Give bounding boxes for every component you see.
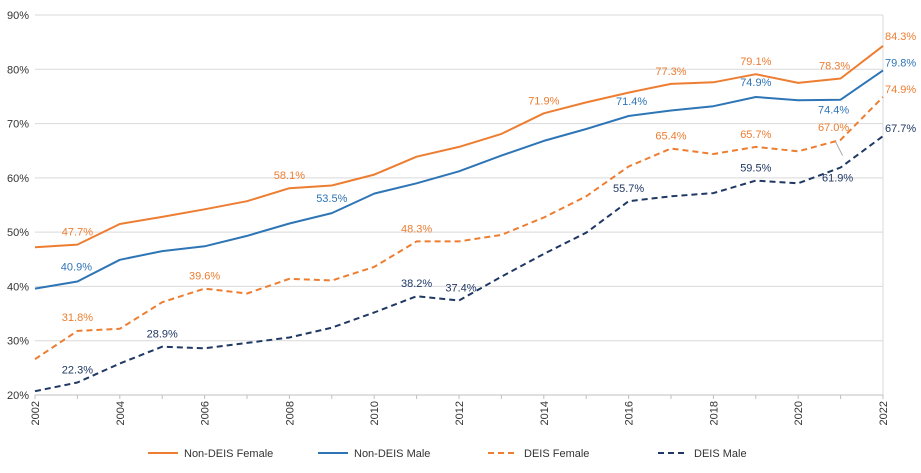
- data-label: 53.5%: [316, 193, 347, 205]
- x-tick-label: 2014: [539, 401, 551, 425]
- data-label: 61.9%: [822, 173, 853, 185]
- legend-label: DEIS Female: [524, 448, 589, 460]
- legend: Non-DEIS Female Non-DEIS Male DEIS Female D…: [148, 448, 747, 460]
- y-tick-label: 30%: [7, 336, 29, 348]
- data-label: 79.1%: [740, 56, 771, 68]
- data-label: 84.3%: [885, 31, 916, 43]
- data-label: 39.6%: [189, 271, 220, 283]
- data-label: 65.7%: [740, 129, 771, 141]
- series-line-non-deis-male: [34, 69, 884, 290]
- data-label: 31.8%: [62, 312, 93, 324]
- data-label: 58.1%: [274, 170, 305, 182]
- data-label: 22.3%: [62, 365, 93, 377]
- data-label: 67.0%: [818, 122, 849, 134]
- data-label: 74.9%: [740, 77, 771, 89]
- data-label: 59.5%: [740, 163, 771, 175]
- x-tick-label: 2002: [30, 401, 42, 425]
- data-label: 71.4%: [616, 96, 647, 108]
- data-label: 78.3%: [819, 61, 850, 73]
- data-label: 65.4%: [655, 131, 686, 143]
- y-tick-label: 50%: [7, 227, 29, 239]
- data-label: 79.8%: [885, 57, 916, 69]
- y-tick-label: 70%: [7, 119, 29, 131]
- data-label: 55.7%: [613, 183, 644, 195]
- x-tick-label: 2010: [369, 401, 381, 425]
- x-tick-label: 2006: [200, 401, 212, 425]
- data-label: 47.7%: [62, 227, 93, 239]
- x-tick-label: 2012: [454, 401, 466, 425]
- x-tick-label: 2022: [878, 401, 890, 425]
- data-label: 37.4%: [445, 283, 476, 295]
- legend-label: Non-DEIS Male: [354, 448, 430, 460]
- data-label: 48.3%: [401, 223, 432, 235]
- data-label: 74.4%: [818, 105, 849, 117]
- legend-label: DEIS Male: [694, 448, 747, 460]
- data-label: 74.9%: [885, 84, 916, 96]
- series-line-non-deis-female: [34, 45, 884, 249]
- series-line-deis-female: [34, 96, 884, 361]
- axes: 20% 30% 40% 50% 60% 70% 80% 90% 2002 2004 2006 2008…: [7, 10, 890, 425]
- data-label: 67.7%: [885, 123, 916, 135]
- legend-label: Non-DEIS Female: [184, 448, 273, 460]
- data-label: 38.2%: [401, 278, 432, 290]
- x-tick-label: 2018: [708, 401, 720, 425]
- x-tick-label: 2016: [624, 401, 636, 425]
- y-tick-label: 80%: [7, 64, 29, 76]
- data-label: 28.9%: [147, 329, 178, 341]
- y-tick-label: 40%: [7, 281, 29, 293]
- x-tick-label: 2020: [793, 401, 805, 425]
- series-lines: [34, 45, 884, 393]
- series-line-deis-male: [34, 135, 884, 393]
- label-leader-line: [835, 141, 844, 156]
- gridlines: [35, 14, 884, 396]
- y-tick-label: 20%: [7, 390, 29, 402]
- y-tick-label: 90%: [7, 10, 29, 22]
- data-label: 40.9%: [61, 262, 92, 274]
- y-tick-label: 60%: [7, 173, 29, 185]
- x-tick-label: 2008: [284, 401, 296, 425]
- x-tick-label: 2004: [115, 401, 127, 425]
- data-label: 71.9%: [528, 95, 559, 107]
- data-labels: 47.7% 58.1% 71.9% 77.3% 79.1% 78.3% 84.3% 40.9%…: [61, 31, 917, 377]
- data-label: 77.3%: [655, 66, 686, 78]
